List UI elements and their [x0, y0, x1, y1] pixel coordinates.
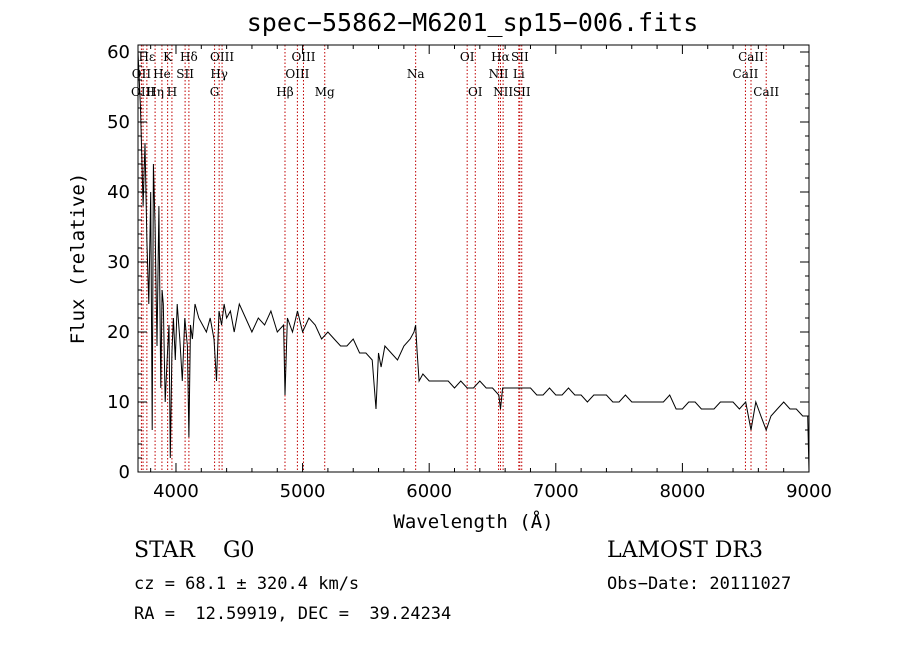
line-marker-labels: Hε OII OIII K Hδ He Hη SII H OIII Hγ G Hβ OIII OIII Mg N… — [131, 50, 779, 99]
line-marker-label: Hε — [139, 50, 156, 64]
line-marker-label: OIII — [285, 67, 309, 81]
y-axis-title: Flux (relative) — [67, 173, 89, 345]
line-marker-label: CaII — [733, 67, 759, 81]
x-tick-label: 9000 — [786, 481, 832, 502]
line-marker-label: Hβ — [276, 85, 293, 99]
line-marker-label: Hη — [146, 85, 164, 99]
line-marker-label: Na — [407, 67, 425, 81]
line-marker-label: OI — [460, 50, 475, 64]
line-marker-label: Hα — [491, 50, 510, 64]
line-marker-label: OI — [468, 85, 483, 99]
redshift-info: cz = 68.1 ± 320.4 km/s — [134, 574, 360, 594]
line-marker-label: SII — [176, 67, 194, 81]
spectrum-line — [137, 51, 810, 473]
line-marker-label: OIII — [291, 50, 315, 64]
y-tick-label: 10 — [107, 392, 130, 413]
line-marker-label: Mg — [315, 85, 335, 99]
line-marker-label: Li — [513, 67, 525, 81]
ra-dec: RA = 12.59919, DEC = 39.24234 — [134, 604, 452, 624]
y-tick-label: 50 — [107, 112, 130, 133]
y-tick-label: 0 — [119, 462, 130, 483]
line-marker-label: K — [163, 50, 173, 64]
obs-date: Obs−Date: 20111027 — [607, 574, 792, 594]
chart-title: spec−55862−M6201_sp15−006.fits — [246, 8, 699, 37]
line-marker-label: NII — [489, 67, 509, 81]
y-tick-label: 20 — [107, 322, 130, 343]
x-tick-label: 8000 — [659, 481, 705, 502]
plot-frame — [137, 44, 810, 473]
line-marker-label: SII — [511, 50, 529, 64]
x-axis-title: Wavelength (Å) — [393, 510, 553, 533]
line-marker-label: OIII — [131, 85, 155, 99]
line-marker-label: SII — [513, 85, 531, 99]
axis-labels: 4000 5000 6000 7000 8000 9000 0 10 20 30 40 50 60 Wav… — [67, 42, 832, 533]
axis-ticks — [138, 45, 810, 473]
x-tick-label: 5000 — [280, 481, 326, 502]
x-tick-label: 7000 — [533, 481, 579, 502]
line-marker-label: NII — [493, 85, 513, 99]
line-marker-label: H — [167, 85, 177, 99]
object-class: STAR G0 — [134, 538, 255, 563]
y-tick-label: 40 — [107, 182, 130, 203]
line-marker-label: OIII — [210, 50, 234, 64]
line-marker-label: OII — [132, 67, 152, 81]
y-tick-label: 60 — [107, 42, 130, 63]
line-marker-label: Hγ — [210, 67, 228, 81]
line-marker-label: Hδ — [180, 50, 198, 64]
line-marker-label: He — [153, 67, 171, 81]
x-tick-label: 4000 — [153, 481, 199, 502]
x-tick-label: 6000 — [406, 481, 452, 502]
survey-name: LAMOST DR3 — [607, 538, 763, 563]
y-tick-label: 30 — [107, 252, 130, 273]
line-marker-label: CaII — [738, 50, 764, 64]
line-marker-label: CaII — [753, 85, 779, 99]
line-markers — [140, 45, 767, 472]
line-marker-label: G — [210, 85, 220, 99]
